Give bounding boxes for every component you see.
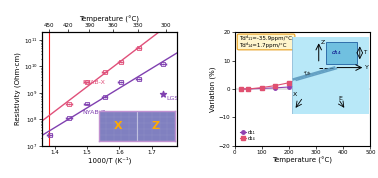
Point bbox=[136, 77, 142, 80]
Point bbox=[84, 81, 90, 84]
Point bbox=[102, 71, 108, 74]
Point bbox=[118, 81, 124, 84]
Point bbox=[160, 28, 166, 31]
Y-axis label: Variation (%): Variation (%) bbox=[209, 66, 216, 112]
X-axis label: 1000/T (K⁻¹): 1000/T (K⁻¹) bbox=[88, 156, 131, 164]
Point bbox=[136, 46, 142, 49]
Y-axis label: Resistivity (Ohm·cm): Resistivity (Ohm·cm) bbox=[14, 53, 21, 125]
Text: Tdᵈ₁₁=-35.9ppm/°C;
Tdᵈ₁₄=1.7ppm/°C: Tdᵈ₁₁=-35.9ppm/°C; Tdᵈ₁₄=1.7ppm/°C bbox=[239, 35, 293, 48]
Point bbox=[66, 117, 72, 120]
Point bbox=[160, 63, 166, 66]
Point bbox=[160, 93, 166, 96]
Text: LGS: LGS bbox=[166, 96, 178, 101]
Text: NYAB-Z: NYAB-Z bbox=[82, 110, 105, 115]
Point bbox=[84, 102, 90, 105]
Legend: d₁₁, d₁₄: d₁₁, d₁₄ bbox=[240, 130, 255, 141]
Point bbox=[46, 134, 53, 137]
Point bbox=[102, 96, 108, 98]
X-axis label: Temperature (°C): Temperature (°C) bbox=[79, 16, 139, 23]
Point bbox=[118, 60, 124, 63]
Text: NYAB-X: NYAB-X bbox=[82, 80, 105, 85]
X-axis label: Temperature (°C): Temperature (°C) bbox=[273, 156, 333, 164]
Point bbox=[66, 103, 72, 106]
